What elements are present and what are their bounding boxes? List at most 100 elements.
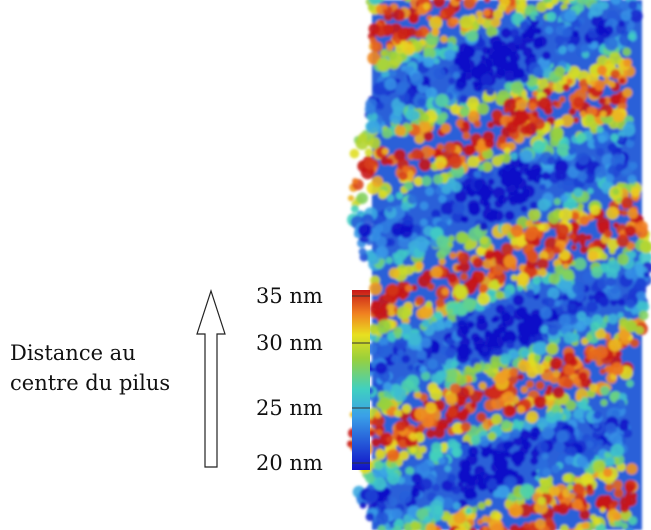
atom <box>532 140 546 154</box>
atom <box>478 381 487 391</box>
atom <box>532 66 544 78</box>
atom <box>358 132 368 143</box>
atom <box>613 222 620 229</box>
atom <box>457 252 470 265</box>
atom <box>461 215 469 223</box>
atom <box>410 16 417 24</box>
atom <box>484 0 491 3</box>
atom <box>625 299 635 309</box>
atom <box>427 282 435 291</box>
atom <box>563 332 576 344</box>
atom <box>423 131 434 142</box>
arrow <box>196 289 226 468</box>
atom <box>425 523 437 530</box>
atom <box>352 178 359 185</box>
atom <box>401 403 412 414</box>
atom <box>631 308 638 315</box>
atom <box>463 0 476 10</box>
atom <box>605 173 615 183</box>
atom <box>486 478 498 490</box>
atom <box>532 342 545 355</box>
atom <box>544 355 552 363</box>
atom <box>523 189 530 196</box>
atom <box>516 285 524 292</box>
atom <box>382 381 393 392</box>
atom <box>607 143 616 151</box>
atom <box>399 450 409 461</box>
atom <box>593 411 602 420</box>
atom <box>433 426 445 439</box>
atom <box>418 158 432 172</box>
atom <box>458 42 471 56</box>
atom <box>567 147 576 156</box>
atom <box>413 391 422 399</box>
atom <box>437 457 446 465</box>
atom <box>594 165 608 179</box>
atom <box>421 175 432 187</box>
atom <box>597 134 607 144</box>
atom <box>467 146 475 155</box>
atom <box>593 517 601 526</box>
atom <box>611 409 620 418</box>
atom <box>492 209 504 222</box>
atom <box>603 468 613 478</box>
atom <box>496 485 510 499</box>
atom <box>351 205 359 213</box>
atom <box>546 11 557 22</box>
atom <box>503 475 517 489</box>
atom <box>440 202 454 216</box>
atom <box>551 0 559 5</box>
atom <box>606 206 619 220</box>
atom <box>626 527 634 530</box>
atom <box>555 118 564 127</box>
atom <box>468 189 476 198</box>
atom <box>541 171 551 181</box>
atom <box>457 468 472 483</box>
atom <box>539 306 552 320</box>
colorbar <box>352 290 370 470</box>
atom <box>409 110 420 121</box>
atom <box>454 190 467 203</box>
atom <box>367 51 381 65</box>
atom <box>473 170 481 178</box>
atom <box>569 357 578 367</box>
atom <box>365 498 373 506</box>
atom <box>453 511 467 525</box>
atom <box>546 2 554 10</box>
atom <box>599 506 606 513</box>
atom <box>590 41 599 49</box>
atom <box>484 138 495 149</box>
atom <box>435 93 449 108</box>
atom <box>525 410 539 424</box>
atom <box>577 203 584 210</box>
atom <box>566 446 577 458</box>
atom <box>454 487 461 495</box>
atom <box>554 66 566 77</box>
atom <box>373 307 386 320</box>
atom <box>635 278 648 291</box>
atom <box>401 379 415 393</box>
atom <box>427 358 439 370</box>
atom <box>372 414 385 428</box>
atom <box>561 294 569 302</box>
atom <box>477 518 484 526</box>
atom <box>515 4 527 15</box>
atom <box>450 17 458 25</box>
atom <box>499 429 511 440</box>
atom <box>444 6 456 17</box>
atom <box>444 141 456 154</box>
atom <box>551 404 561 414</box>
atom <box>619 421 629 432</box>
atom <box>396 81 409 93</box>
atom <box>436 235 449 248</box>
atom <box>386 436 393 444</box>
atom <box>376 57 391 72</box>
atom <box>425 187 435 196</box>
atom <box>441 480 453 491</box>
atom <box>380 156 390 166</box>
atom <box>394 336 408 350</box>
atom <box>415 261 424 270</box>
atom <box>585 234 593 241</box>
atom <box>375 246 389 259</box>
atom <box>430 266 443 279</box>
